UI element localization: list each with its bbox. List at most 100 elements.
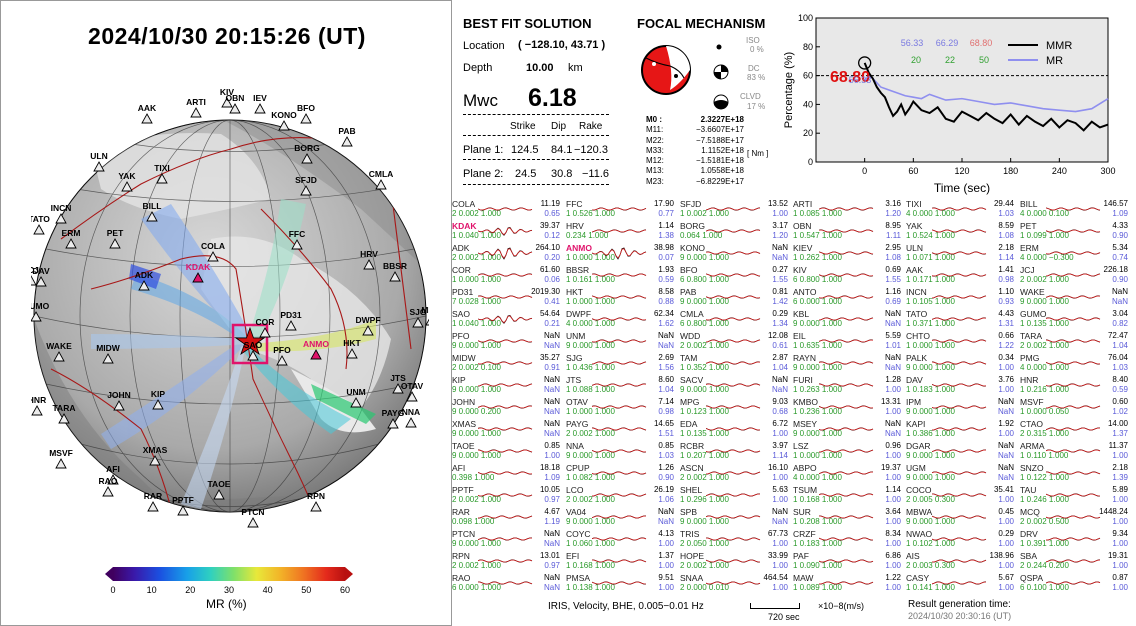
station-cell[interactable]: INCN 1.10 1 0.105 1.000 0.93 <box>906 287 1014 307</box>
station-cell[interactable]: MAW 1.22 1 0.089 1.000 1.00 <box>793 573 901 593</box>
station-marker-icon[interactable] <box>276 355 288 366</box>
station-cell[interactable]: COR 61.60 1 0.000 1.000 0.06 <box>452 265 560 285</box>
station-cell[interactable]: SACV NaN 9 0.000 1.000 NaN <box>680 375 788 395</box>
station-marker-icon[interactable] <box>254 103 266 114</box>
station-marker-icon[interactable] <box>291 239 303 250</box>
station-marker-icon[interactable] <box>152 399 164 410</box>
station-cell[interactable]: OBN 8.95 1 0.547 1.000 1.11 <box>793 221 901 241</box>
station-marker-icon[interactable] <box>65 238 77 249</box>
station-cell[interactable]: JOHN NaN 9 0.000 0.200 NaN <box>452 397 560 417</box>
station-cell[interactable]: SBA 19.31 2 0.244 0.200 1.00 <box>1020 551 1128 571</box>
station-marker-icon[interactable] <box>387 418 399 429</box>
station-marker-icon[interactable] <box>190 107 202 118</box>
station-marker-icon[interactable] <box>93 161 105 172</box>
station-marker-icon[interactable] <box>412 317 424 328</box>
station-cell[interactable]: MCQ 1448.24 2 0.002 0.500 1.00 <box>1020 507 1128 527</box>
station-marker-icon[interactable] <box>300 185 312 196</box>
station-cell[interactable]: DWPF 62.34 4 0.000 1.000 1.62 <box>566 309 674 329</box>
station-cell[interactable]: PTCN NaN 9 0.000 1.000 NaN <box>452 529 560 549</box>
station-cell[interactable]: DGAR NaN 9 0.000 1.000 NaN <box>906 441 1014 461</box>
station-marker-icon[interactable] <box>107 474 119 485</box>
station-cell[interactable]: TAM 2.87 1 0.352 1.000 1.04 <box>680 353 788 373</box>
station-cell[interactable]: SNAA 464.54 2 0.000 0.010 1.00 <box>680 573 788 593</box>
station-marker-icon[interactable] <box>121 181 133 192</box>
station-marker-icon[interactable] <box>392 383 404 394</box>
station-marker-icon[interactable] <box>213 489 225 500</box>
station-cell[interactable]: PALK 0.34 9 0.000 1.000 1.00 <box>906 353 1014 373</box>
station-cell[interactable]: SPB NaN 9 0.000 1.000 NaN <box>680 507 788 527</box>
station-cell[interactable]: ARMA 11.37 1 0.110 1.000 1.00 <box>1020 441 1128 461</box>
station-cell[interactable]: EFI 1.37 1 0.168 1.000 1.00 <box>566 551 674 571</box>
station-cell[interactable]: YAK 8.59 1 0.524 1.000 1.08 <box>906 221 1014 241</box>
station-cell[interactable]: SJG 2.69 1 0.436 1.000 1.56 <box>566 353 674 373</box>
station-cell[interactable]: OTAV 7.14 1 0.000 1.000 0.98 <box>566 397 674 417</box>
station-cell[interactable]: TAOE 0.85 9 0.000 1.000 1.00 <box>452 441 560 461</box>
station-marker-icon[interactable] <box>102 486 114 497</box>
station-cell[interactable]: DAV 3.76 1 0.183 1.000 1.00 <box>906 375 1014 395</box>
station-cell[interactable]: CRZF 8.34 1 0.183 1.000 1.00 <box>793 529 901 549</box>
station-cell[interactable]: PMSA 9.51 1 0.138 1.000 1.00 <box>566 573 674 593</box>
station-cell[interactable]: PAYG 14.65 2 0.002 1.000 1.51 <box>566 419 674 439</box>
station-cell[interactable]: MPG 9.03 1 0.123 1.000 0.68 <box>680 397 788 417</box>
station-marker-icon[interactable] <box>310 349 322 360</box>
station-cell[interactable]: MIDW 35.27 2 0.002 0.100 0.91 <box>452 353 560 373</box>
station-cell[interactable]: MSEY NaN 9 0.000 1.000 NaN <box>793 419 901 439</box>
station-cell[interactable]: HNR 8.40 1 0.216 1.000 0.59 <box>1020 375 1128 395</box>
station-cell[interactable]: KMBO 13.31 1 0.236 1.000 1.00 <box>793 397 901 417</box>
station-cell[interactable]: LCO 26.19 2 0.002 1.000 1.06 <box>566 485 674 505</box>
station-cell[interactable]: JTS 8.60 1 0.088 1.000 1.04 <box>566 375 674 395</box>
station-marker-icon[interactable] <box>247 517 259 528</box>
station-cell[interactable]: HKT 8.58 1 0.000 1.000 0.88 <box>566 287 674 307</box>
station-cell[interactable]: HRV 1.14 0.234 1.000 1.38 <box>566 221 674 241</box>
station-cell[interactable]: NNA 0.85 9 0.000 1.000 1.03 <box>566 441 674 461</box>
station-cell[interactable]: COCO 35.41 2 0.005 0.300 1.00 <box>906 485 1014 505</box>
station-cell[interactable]: CASY 5.67 1 0.141 1.000 1.00 <box>906 573 1014 593</box>
station-marker-icon[interactable] <box>192 272 204 283</box>
station-cell[interactable]: RAYN NaN 9 0.000 1.000 NaN <box>793 353 901 373</box>
station-cell[interactable]: MSVF 0.60 1 0.000 0.050 1.02 <box>1020 397 1128 417</box>
station-marker-icon[interactable] <box>310 501 322 512</box>
station-cell[interactable]: SAO 54.64 1 0.040 1.000 0.21 <box>452 309 560 329</box>
station-cell[interactable]: AIS 138.96 2 0.003 0.300 1.00 <box>906 551 1014 571</box>
station-marker-icon[interactable] <box>221 97 233 108</box>
station-marker-icon[interactable] <box>31 275 37 286</box>
station-cell[interactable]: HOPE 33.99 2 0.002 1.000 1.00 <box>680 551 788 571</box>
station-cell[interactable]: CTAO 14.00 2 0.315 1.000 1.37 <box>1020 419 1128 439</box>
station-marker-icon[interactable] <box>141 113 153 124</box>
station-cell[interactable]: IPM NaN 9 0.000 1.000 NaN <box>906 397 1014 417</box>
station-cell[interactable]: ERM 5.34 4 0.000 −0.300 0.74 <box>1020 243 1128 263</box>
station-cell[interactable]: ARTI 3.16 1 0.085 1.000 1.20 <box>793 199 901 219</box>
station-cell[interactable]: TSUM 1.14 1 0.168 1.000 1.00 <box>793 485 901 505</box>
station-cell[interactable]: TATO 4.43 1 0.371 1.000 1.31 <box>906 309 1014 329</box>
station-marker-icon[interactable] <box>259 327 271 338</box>
station-cell[interactable]: TARA 72.47 2 0.002 1.000 1.04 <box>1020 331 1128 351</box>
station-cell[interactable]: TIXI 29.44 4 0.000 1.000 1.03 <box>906 199 1014 219</box>
station-cell[interactable]: SUR 3.64 1 0.208 1.000 1.00 <box>793 507 901 527</box>
station-cell[interactable]: KONO NaN 9 0.000 1.000 NaN <box>680 243 788 263</box>
station-cell[interactable]: WDD 12.08 2 0.002 1.000 0.61 <box>680 331 788 351</box>
station-cell[interactable]: XMAS NaN 9 0.000 1.000 NaN <box>452 419 560 439</box>
station-marker-icon[interactable] <box>363 259 375 270</box>
station-marker-icon[interactable] <box>55 213 67 224</box>
station-cell[interactable]: PAB 0.81 9 0.000 1.000 1.42 <box>680 287 788 307</box>
station-marker-icon[interactable] <box>113 400 125 411</box>
station-cell[interactable]: JCJ 226.18 2 0.002 1.000 0.90 <box>1020 265 1128 285</box>
station-marker-icon[interactable] <box>146 211 158 222</box>
station-cell[interactable]: ABPO 19.37 4 0.000 1.000 1.00 <box>793 463 901 483</box>
station-cell[interactable]: ADK 264.10 2 0.002 1.000 0.20 <box>452 243 560 263</box>
station-cell[interactable]: WAKE NaN 9 0.000 1.000 NaN <box>1020 287 1128 307</box>
station-cell[interactable]: RAR 4.67 0.098 1.000 1.19 <box>452 507 560 527</box>
station-cell[interactable]: RPN 13.01 2 0.002 1.000 0.97 <box>452 551 560 571</box>
station-cell[interactable]: TAU 5.89 1 0.246 1.000 1.00 <box>1020 485 1128 505</box>
station-cell[interactable]: QSPA 0.87 6 0.100 1.000 1.00 <box>1020 573 1128 593</box>
station-cell[interactable]: FFC 17.90 1 0.526 1.000 0.77 <box>566 199 674 219</box>
station-cell[interactable]: KIEV 2.95 1 0.262 1.000 1.08 <box>793 243 901 263</box>
station-cell[interactable]: BILL 146.57 4 0.000 0.100 1.09 <box>1020 199 1128 219</box>
station-cell[interactable]: SFJD 13.52 1 0.002 1.000 1.00 <box>680 199 788 219</box>
station-marker-icon[interactable] <box>109 238 121 249</box>
station-marker-icon[interactable] <box>138 280 150 291</box>
station-cell[interactable]: EDA 6.72 1 0.135 1.000 1.00 <box>680 419 788 439</box>
station-marker-icon[interactable] <box>33 224 45 235</box>
station-cell[interactable]: COYC 4.13 1 0.060 1.000 1.00 <box>566 529 674 549</box>
station-cell[interactable]: PD31 2019.30 7 0.028 1.000 0.41 <box>452 287 560 307</box>
